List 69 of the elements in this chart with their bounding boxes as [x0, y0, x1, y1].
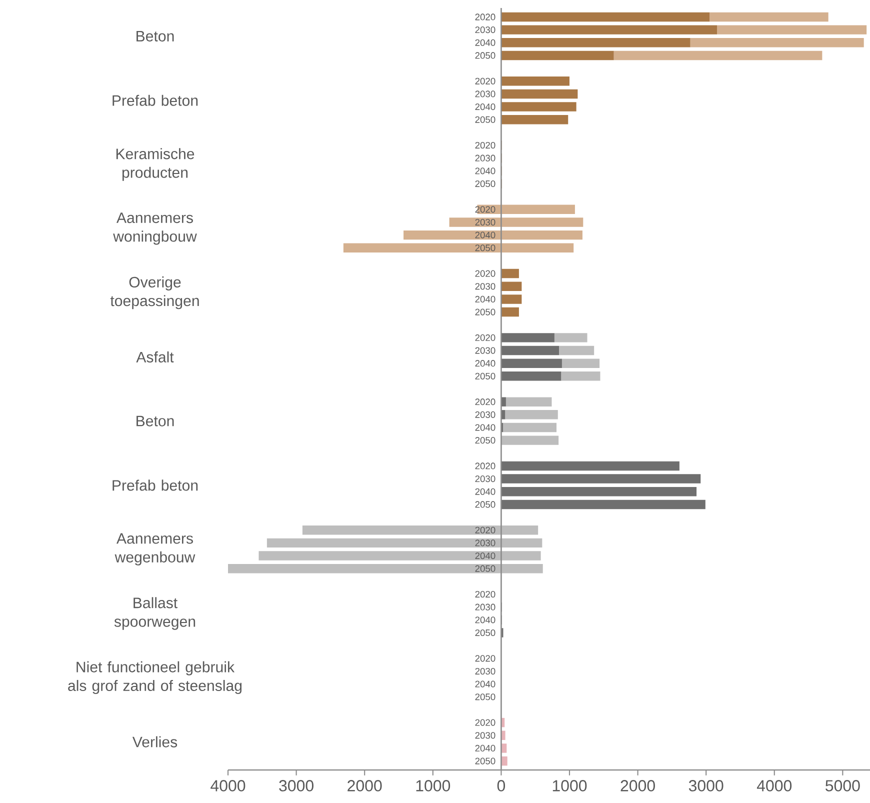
- y-tick-label: 2030: [475, 154, 496, 162]
- y-tick-label: 2030: [475, 283, 496, 290]
- text: Overige toepassingen: [110, 276, 199, 310]
- y-tick-label: 2020: [475, 398, 496, 406]
- text: Prefab beton: [112, 480, 198, 491]
- y-tick-label: 2050: [475, 244, 496, 252]
- x-tick-label: 3000: [688, 780, 724, 792]
- y-tick-label: 2040: [475, 168, 496, 174]
- y-tick-label: 2030: [475, 476, 496, 482]
- x-tick-label: 4000: [210, 780, 246, 792]
- x-tick-label: 4000: [756, 780, 792, 792]
- x-tick-label: 5000: [826, 780, 860, 792]
- y-tick-label: 2040: [475, 360, 496, 367]
- y-tick-label: 2050: [475, 694, 496, 700]
- text: Beton: [136, 416, 174, 426]
- y-tick-label: 2020: [475, 334, 496, 341]
- y-tick-label: 2040: [475, 424, 496, 431]
- y-tick-label: 2050: [475, 565, 496, 572]
- y-tick-label: 2030: [475, 604, 496, 610]
- x-tick-label: 1000: [552, 780, 587, 792]
- y-tick-label: 2040: [475, 680, 496, 688]
- y-tick-label: 2030: [475, 218, 496, 226]
- y-tick-label: 2020: [475, 590, 496, 598]
- x-tick-label: 1000: [416, 780, 450, 792]
- x-tick-label: 2000: [620, 780, 655, 792]
- y-tick-label: 2040: [475, 296, 496, 302]
- y-tick-label: 2030: [475, 411, 496, 418]
- y-tick-label: 2020: [475, 78, 496, 84]
- y-tick-label: 2030: [475, 347, 496, 354]
- y-tick-label: 2030: [475, 26, 496, 34]
- y-tick-label: 2040: [475, 488, 496, 495]
- y-tick-label: 2020: [475, 270, 496, 277]
- y-tick-label: 2050: [475, 52, 496, 59]
- y-tick-label: 2050: [475, 501, 496, 508]
- y-tick-label: 2020: [475, 142, 496, 149]
- text: Asfalt: [136, 351, 174, 362]
- y-tick-label: 2020: [475, 526, 496, 534]
- annotation: Niet functioneel gebruik als grof zand of steenslag: [68, 661, 242, 694]
- y-tick-label: 2040: [475, 39, 496, 46]
- x-tick-label: 0: [497, 780, 506, 792]
- text: Verlies: [132, 736, 178, 748]
- y-tick-label: 2040: [475, 616, 496, 624]
- text: Prefab beton: [112, 94, 198, 106]
- text: Aannemers woningbouw: [113, 212, 197, 245]
- y-tick-label: 2030: [475, 90, 496, 98]
- y-tick-label: 2050: [475, 437, 496, 444]
- y-tick-label: 2020: [475, 655, 496, 662]
- y-tick-label: 2040: [475, 103, 496, 110]
- y-tick-label: 2050: [475, 372, 496, 380]
- y-tick-label: 2040: [475, 552, 496, 560]
- y-tick-label: 2020: [475, 14, 496, 20]
- text: Aannemers wegenbouw: [114, 533, 196, 566]
- y-tick-label: 2030: [475, 540, 496, 546]
- y-tick-label: 2050: [475, 758, 496, 764]
- x-tick-label: 3000: [279, 780, 314, 792]
- y-tick-label: 2030: [475, 668, 496, 675]
- y-tick-label: 2050: [475, 629, 496, 636]
- y-tick-label: 2050: [475, 180, 496, 188]
- y-tick-label: 2050: [475, 308, 496, 316]
- y-tick-label: 2040: [475, 744, 496, 752]
- text: Keramische producten: [116, 148, 194, 181]
- x-tick-label: 2000: [348, 780, 382, 792]
- y-tick-label: 2050: [475, 116, 496, 123]
- text: Ballast spoorwegen: [114, 597, 196, 630]
- y-tick-label: 2020: [475, 719, 496, 726]
- y-tick-label: 2020: [475, 462, 496, 470]
- y-tick-label: 2030: [475, 732, 496, 739]
- text: Beton: [136, 30, 174, 42]
- y-tick-label: 2040: [475, 232, 496, 238]
